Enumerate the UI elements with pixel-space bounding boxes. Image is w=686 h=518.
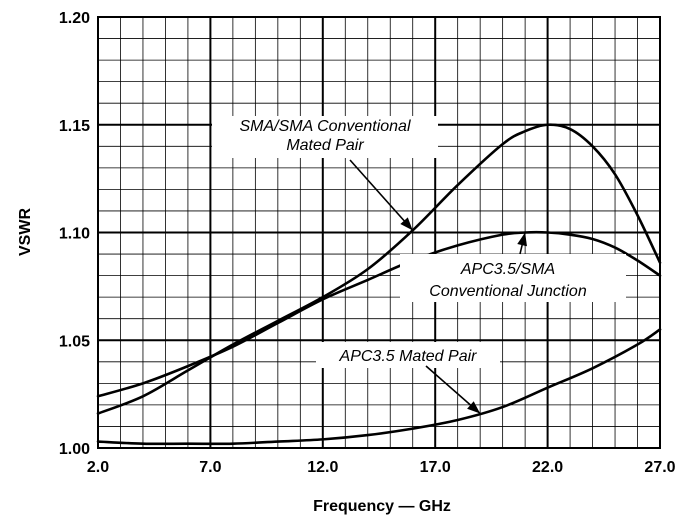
annotation-arrow: [349, 159, 414, 231]
x-tick-label: 17.0: [420, 459, 451, 476]
y-tick-label: 1.05: [59, 333, 90, 350]
annotation-background: [400, 254, 626, 302]
series-group: [96, 123, 662, 446]
annotation-text: Conventional Junction: [429, 283, 587, 300]
annotation-text: SMA/SMA Conventional: [239, 118, 410, 135]
annotation-text: APC3.5/SMA: [460, 261, 555, 278]
annotation-sma-sma: SMA/SMA Conventional Mated Pair: [212, 116, 438, 231]
y-tick-label: 1.15: [59, 118, 90, 135]
grid: [97, 16, 661, 449]
y-tick-label: 1.20: [59, 10, 90, 27]
x-tick-label: 22.0: [532, 459, 563, 476]
arrowhead: [400, 217, 413, 231]
arrowhead: [467, 401, 481, 414]
plot-frame: [97, 16, 661, 449]
annotation-background: [316, 342, 500, 368]
annotation-text: APC3.5 Mated Pair: [339, 348, 478, 365]
x-tick-label: 7.0: [199, 459, 221, 476]
arrowhead: [517, 232, 527, 247]
annotation-group: SMA/SMA Conventional Mated Pair APC3.5/SMA…: [212, 116, 626, 415]
annotation-text: Mated Pair: [286, 137, 364, 154]
x-tick-label: 12.0: [307, 459, 338, 476]
x-tick-label: 2.0: [87, 459, 109, 476]
series-apc35-sma-junction: [96, 230, 662, 398]
annotation-apc35-mated: APC3.5 Mated Pair: [316, 342, 500, 415]
series-apc35-mated-pair: [96, 328, 662, 446]
y-tick-label: 1.10: [59, 226, 90, 243]
annotation-background: [212, 116, 438, 158]
annotation-apc35-sma: APC3.5/SMA Conventional Junction: [400, 232, 626, 302]
x-axis-label: Frequency — GHz: [313, 498, 451, 515]
tick-labels: 2.0 7.0 12.0 17.0 22.0 27.0 1.00 1.05 1.10 1.15 1.…: [59, 10, 676, 476]
x-tick-label: 27.0: [644, 459, 675, 476]
y-axis-label: VSWR: [17, 208, 34, 256]
y-tick-label: 1.00: [59, 441, 90, 458]
